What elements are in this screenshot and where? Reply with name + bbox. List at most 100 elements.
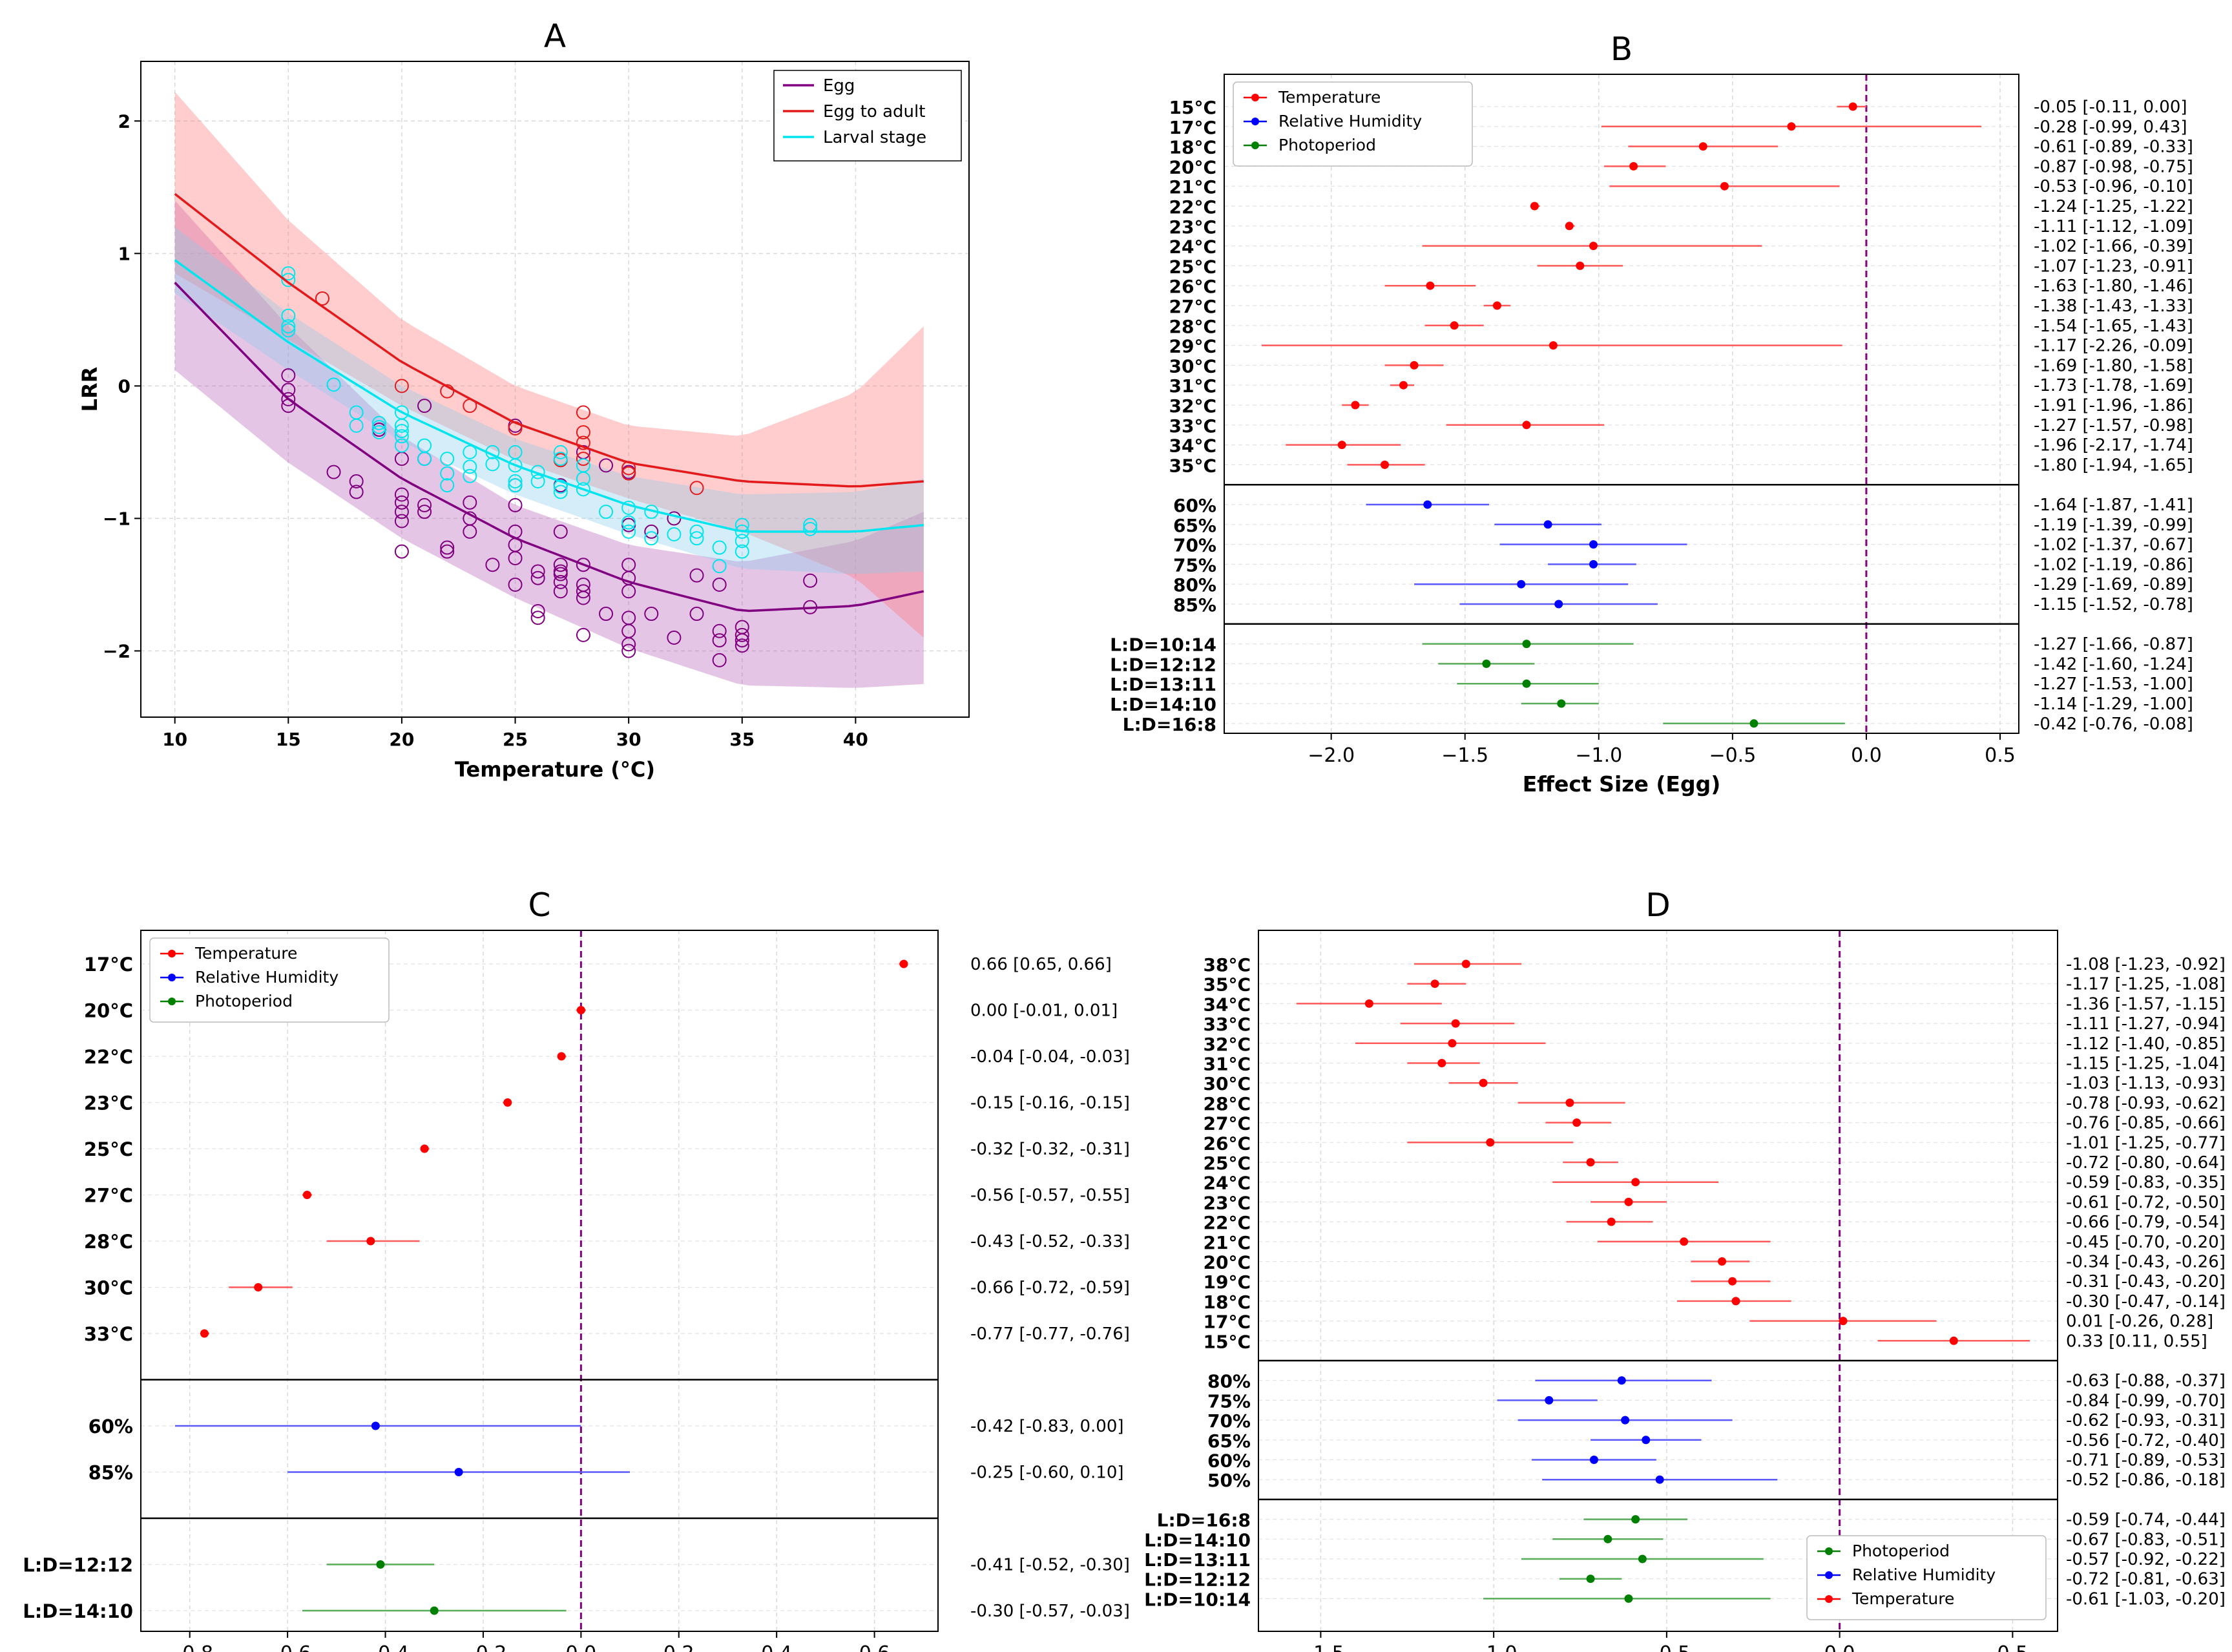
ci-text: -0.32 [-0.32, -0.31] bbox=[970, 1140, 1130, 1159]
row-label: 17°C bbox=[1169, 117, 1216, 138]
plot-frame-d bbox=[1258, 930, 2058, 1632]
effect-point bbox=[1589, 540, 1598, 549]
row-label: 65% bbox=[1173, 515, 1216, 536]
effect-point bbox=[200, 1329, 209, 1338]
row-label: 33°C bbox=[1203, 1014, 1251, 1035]
row-label: 24°C bbox=[1169, 236, 1216, 258]
data-point bbox=[394, 438, 409, 453]
data-point bbox=[735, 633, 749, 648]
row-label: 26°C bbox=[1203, 1133, 1251, 1154]
data-point bbox=[576, 558, 590, 572]
y-tick-label: −2 bbox=[103, 640, 130, 662]
effect-point bbox=[366, 1237, 375, 1246]
data-point bbox=[644, 524, 659, 539]
data-point bbox=[508, 478, 523, 493]
data-point bbox=[281, 392, 296, 406]
data-point bbox=[667, 630, 682, 645]
ci-text: -1.96 [-2.17, -1.74] bbox=[2034, 436, 2193, 455]
ci-text: -0.78 [-0.93, -0.62] bbox=[2066, 1094, 2226, 1113]
panel-c: C 17°C 0.66 [0.65, 0.66] 20°C 0.00 [-0.01, 0… bbox=[23, 886, 1130, 1652]
x-tick-label: −0.6 bbox=[264, 1642, 311, 1652]
legend-marker bbox=[1825, 1547, 1833, 1555]
row-label: L:D=10:14 bbox=[1144, 1589, 1251, 1610]
row-label: 22°C bbox=[1169, 196, 1216, 218]
row-label: L:D=10:14 bbox=[1110, 634, 1216, 656]
row-label: 85% bbox=[89, 1462, 133, 1484]
effect-point bbox=[1486, 1138, 1495, 1147]
row-label: 60% bbox=[89, 1416, 133, 1438]
data-point bbox=[553, 444, 568, 459]
row-label: 27°C bbox=[1169, 296, 1216, 317]
effect-point bbox=[1530, 202, 1539, 211]
data-point bbox=[417, 497, 432, 512]
data-point bbox=[621, 524, 636, 539]
row-label: 33°C bbox=[1169, 415, 1216, 437]
data-point bbox=[440, 466, 455, 481]
data-point bbox=[576, 482, 590, 497]
data-point bbox=[508, 458, 523, 473]
effect-point bbox=[1554, 600, 1563, 609]
ci-text: -1.73 [-1.78, -1.69] bbox=[2034, 376, 2193, 395]
effect-point bbox=[1731, 1297, 1740, 1306]
effect-point bbox=[1728, 1277, 1737, 1286]
ci-text: -0.61 [-1.03, -0.20] bbox=[2066, 1589, 2226, 1609]
legend-label: Temperature bbox=[1278, 88, 1381, 107]
effect-point bbox=[1589, 1456, 1598, 1464]
x-tick-label: 0.0 bbox=[1824, 1642, 1855, 1652]
data-point bbox=[599, 458, 614, 473]
effect-point bbox=[1720, 182, 1729, 191]
x-tick-label: −0.8 bbox=[166, 1642, 213, 1652]
data-point bbox=[576, 452, 590, 466]
data-point bbox=[735, 544, 749, 559]
legend-marker bbox=[1825, 1571, 1833, 1579]
ci-text: -0.31 [-0.43, -0.20] bbox=[2066, 1272, 2226, 1291]
data-point bbox=[530, 564, 545, 579]
ci-text: -1.02 [-1.19, -0.86] bbox=[2034, 555, 2193, 574]
row-label: 25°C bbox=[1203, 1153, 1251, 1174]
effect-point bbox=[1576, 261, 1585, 270]
y-tick-label: −1 bbox=[103, 508, 130, 529]
row-label: 18°C bbox=[1203, 1291, 1251, 1313]
fit-line-2 bbox=[174, 259, 924, 533]
ci-text: -1.38 [-1.43, -1.33] bbox=[2034, 297, 2193, 316]
row-label: 23°C bbox=[84, 1093, 133, 1114]
legend-marker bbox=[168, 998, 176, 1005]
data-point bbox=[621, 515, 636, 530]
effect-point bbox=[1603, 1534, 1612, 1543]
row-label: L:D=16:8 bbox=[1157, 1510, 1251, 1531]
effect-point bbox=[1698, 142, 1707, 151]
row-label: L:D=12:12 bbox=[1144, 1569, 1251, 1591]
ci-text: -0.62 [-0.93, -0.31] bbox=[2066, 1411, 2226, 1430]
effect-point bbox=[1565, 222, 1574, 231]
data-point bbox=[485, 558, 500, 572]
data-point bbox=[712, 653, 727, 667]
effect-point bbox=[576, 1006, 585, 1014]
effect-point bbox=[1638, 1554, 1647, 1563]
data-point bbox=[440, 540, 455, 555]
data-point bbox=[530, 474, 545, 489]
effect-point bbox=[1631, 1178, 1640, 1187]
effect-point bbox=[1631, 1515, 1640, 1524]
row-label: 80% bbox=[1173, 574, 1216, 596]
effect-point bbox=[1629, 162, 1638, 171]
data-point bbox=[315, 291, 329, 306]
data-point bbox=[689, 568, 704, 583]
row-label: 34°C bbox=[1169, 435, 1216, 457]
effect-point bbox=[557, 1052, 566, 1061]
row-label: 32°C bbox=[1203, 1034, 1251, 1055]
ci-text: -1.17 [-2.26, -0.09] bbox=[2034, 337, 2193, 356]
data-point bbox=[508, 550, 523, 565]
data-point bbox=[394, 379, 409, 393]
row-label: 31°C bbox=[1169, 375, 1216, 397]
row-label: 21°C bbox=[1169, 176, 1216, 198]
data-point bbox=[440, 544, 455, 559]
effect-point bbox=[1839, 1317, 1848, 1326]
data-point bbox=[599, 505, 614, 519]
legend-label: Temperature bbox=[1851, 1589, 1954, 1608]
ci-text: -1.12 [-1.40, -0.85] bbox=[2066, 1034, 2226, 1054]
legend-marker bbox=[1251, 141, 1259, 149]
x-tick-label: −1.5 bbox=[1297, 1642, 1344, 1652]
data-point bbox=[349, 485, 364, 499]
row-label: 27°C bbox=[1203, 1113, 1251, 1134]
x-tick-label: −0.5 bbox=[1643, 1642, 1690, 1652]
